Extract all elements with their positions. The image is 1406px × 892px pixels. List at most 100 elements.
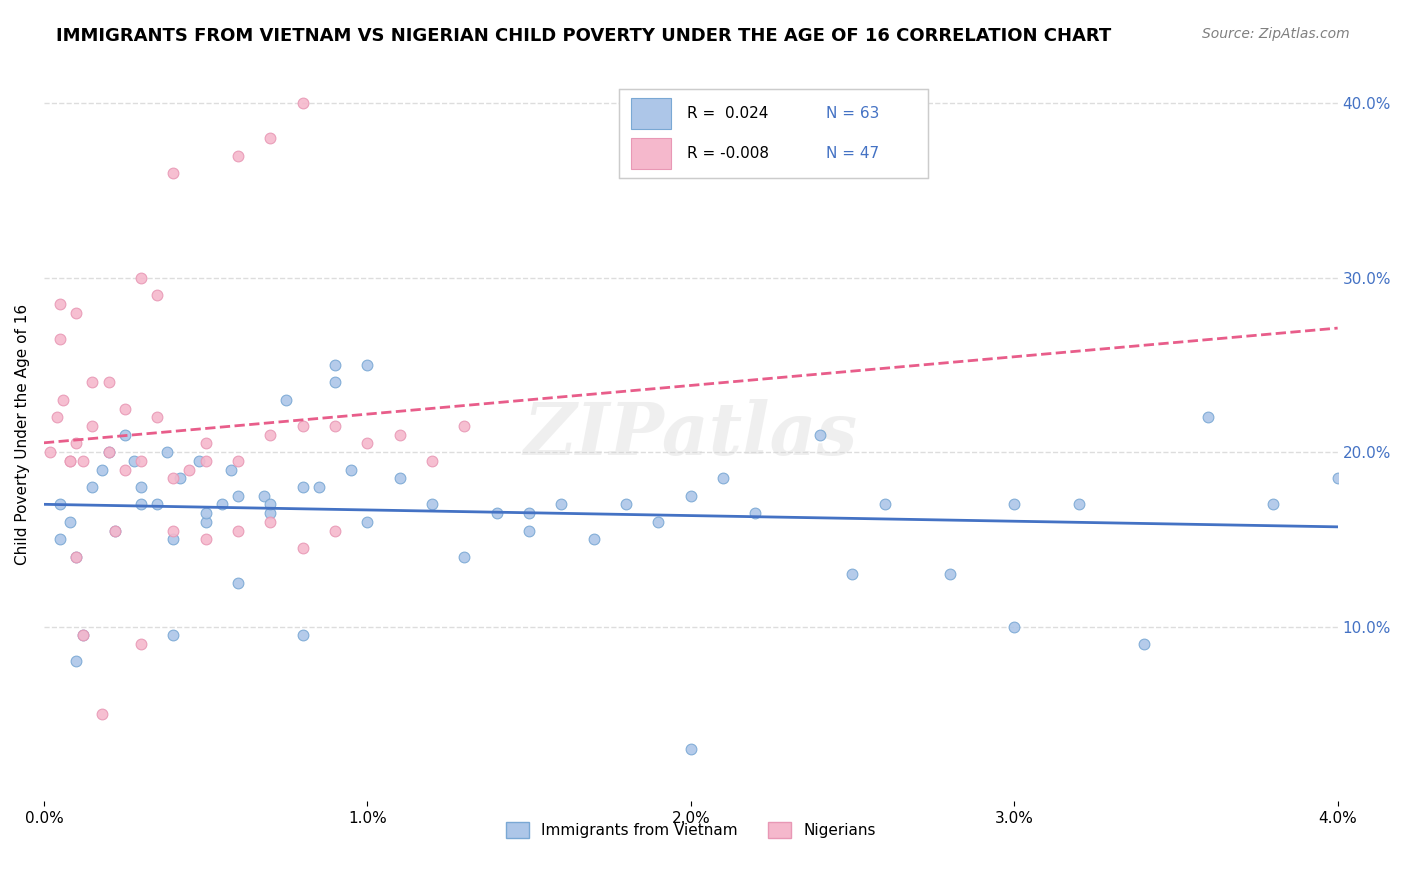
Point bbox=[221, 462, 243, 476]
Point bbox=[65, 549, 87, 564]
Point bbox=[291, 541, 314, 555]
Point bbox=[82, 419, 104, 434]
Point bbox=[211, 498, 233, 512]
Point bbox=[72, 628, 94, 642]
Text: R =  0.024: R = 0.024 bbox=[686, 106, 768, 121]
Point bbox=[259, 427, 281, 442]
Point bbox=[226, 524, 249, 538]
Point bbox=[65, 549, 87, 564]
Point bbox=[45, 410, 67, 425]
Point bbox=[226, 489, 249, 503]
Point bbox=[91, 462, 114, 476]
Point bbox=[323, 376, 346, 390]
Point bbox=[129, 480, 152, 494]
Point bbox=[356, 515, 378, 529]
Point bbox=[323, 419, 346, 434]
Point bbox=[114, 401, 136, 416]
Point bbox=[49, 332, 72, 346]
Point bbox=[226, 149, 249, 163]
Point bbox=[1261, 498, 1284, 512]
Point bbox=[156, 445, 179, 459]
Point bbox=[1002, 619, 1025, 633]
Point bbox=[97, 376, 120, 390]
Point bbox=[614, 498, 637, 512]
Point bbox=[291, 628, 314, 642]
Point bbox=[49, 533, 72, 547]
Point bbox=[104, 524, 127, 538]
Point bbox=[194, 533, 217, 547]
Point bbox=[356, 436, 378, 450]
Point bbox=[1067, 498, 1090, 512]
Point bbox=[517, 506, 540, 520]
Point bbox=[253, 489, 276, 503]
Point bbox=[259, 498, 281, 512]
Point bbox=[323, 524, 346, 538]
Text: ZIPatlas: ZIPatlas bbox=[523, 400, 858, 470]
Point bbox=[162, 524, 184, 538]
Text: IMMIGRANTS FROM VIETNAM VS NIGERIAN CHILD POVERTY UNDER THE AGE OF 16 CORRELATIO: IMMIGRANTS FROM VIETNAM VS NIGERIAN CHIL… bbox=[56, 27, 1112, 45]
Point bbox=[291, 419, 314, 434]
Point bbox=[97, 445, 120, 459]
Legend: Immigrants from Vietnam, Nigerians: Immigrants from Vietnam, Nigerians bbox=[499, 816, 882, 845]
Point bbox=[49, 498, 72, 512]
Point bbox=[162, 471, 184, 485]
Text: Source: ZipAtlas.com: Source: ZipAtlas.com bbox=[1202, 27, 1350, 41]
Text: N = 63: N = 63 bbox=[825, 106, 879, 121]
Point bbox=[453, 419, 475, 434]
Point bbox=[169, 471, 191, 485]
Point bbox=[82, 480, 104, 494]
Point bbox=[129, 498, 152, 512]
Point bbox=[841, 567, 863, 582]
Point bbox=[104, 524, 127, 538]
Point bbox=[388, 471, 411, 485]
Point bbox=[550, 498, 572, 512]
Point bbox=[91, 706, 114, 721]
Point bbox=[162, 166, 184, 180]
Point bbox=[259, 131, 281, 145]
Point bbox=[938, 567, 960, 582]
Point bbox=[129, 454, 152, 468]
Y-axis label: Child Poverty Under the Age of 16: Child Poverty Under the Age of 16 bbox=[15, 304, 30, 566]
Point bbox=[1002, 498, 1025, 512]
Point bbox=[82, 376, 104, 390]
Point bbox=[679, 741, 702, 756]
Bar bbox=[631, 98, 671, 129]
Point bbox=[647, 515, 669, 529]
Point bbox=[146, 410, 169, 425]
Point bbox=[114, 462, 136, 476]
Point bbox=[1326, 471, 1348, 485]
Point bbox=[356, 358, 378, 372]
Point bbox=[72, 454, 94, 468]
Point bbox=[420, 454, 443, 468]
Point bbox=[97, 445, 120, 459]
Point bbox=[873, 498, 896, 512]
Point bbox=[517, 524, 540, 538]
Point bbox=[129, 637, 152, 651]
Point bbox=[679, 489, 702, 503]
Point bbox=[49, 297, 72, 311]
Point bbox=[226, 454, 249, 468]
Point bbox=[711, 471, 734, 485]
Point bbox=[72, 628, 94, 642]
Point bbox=[65, 654, 87, 668]
Point bbox=[114, 427, 136, 442]
Point bbox=[388, 427, 411, 442]
Point bbox=[194, 515, 217, 529]
Point bbox=[744, 506, 766, 520]
Point bbox=[124, 454, 146, 468]
Point bbox=[291, 480, 314, 494]
Point bbox=[194, 454, 217, 468]
Point bbox=[420, 498, 443, 512]
Point bbox=[65, 305, 87, 319]
Point bbox=[259, 515, 281, 529]
Point bbox=[188, 454, 211, 468]
Point bbox=[308, 480, 330, 494]
Point bbox=[59, 454, 82, 468]
Text: N = 47: N = 47 bbox=[825, 146, 879, 161]
Point bbox=[52, 392, 75, 407]
Point bbox=[129, 270, 152, 285]
Point bbox=[582, 533, 605, 547]
Point bbox=[162, 533, 184, 547]
Point bbox=[1197, 410, 1219, 425]
Point bbox=[226, 575, 249, 590]
